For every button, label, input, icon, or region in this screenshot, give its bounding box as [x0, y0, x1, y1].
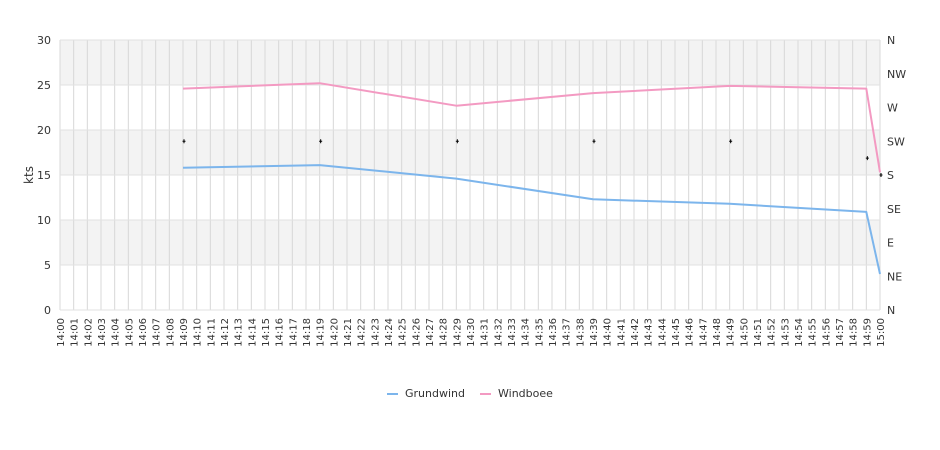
- legend-label-windboee[interactable]: Windboee: [498, 387, 553, 400]
- x-tick-label: 14:05: [124, 318, 135, 347]
- x-tick-label: 14:48: [712, 318, 723, 347]
- y-tick-label: 30: [37, 34, 51, 47]
- x-tick-label: 14:06: [138, 318, 149, 347]
- direction-tick-label: NE: [887, 270, 902, 283]
- x-axis-ticks: 14:00 14:01 14:02 14:03 14:04 14:05 14:06 14:07…: [56, 318, 887, 347]
- x-tick-label: 14:15: [261, 318, 272, 347]
- x-tick-label: 14:23: [370, 318, 381, 347]
- x-tick-label: 14:41: [616, 318, 627, 347]
- x-tick-label: 14:24: [384, 318, 395, 347]
- x-tick-label: 14:25: [398, 318, 409, 347]
- x-tick-label: 14:49: [726, 318, 737, 347]
- y-tick-label: 5: [44, 259, 51, 272]
- x-tick-label: 14:03: [97, 318, 108, 347]
- x-tick-label: 14:58: [849, 318, 860, 347]
- y-tick-label: 10: [37, 214, 51, 227]
- x-tick-label: 14:21: [343, 318, 354, 347]
- x-tick-label: 14:54: [794, 318, 805, 347]
- series-lines: [182, 82, 881, 275]
- x-tick-label: 14:53: [780, 318, 791, 347]
- x-tick-label: 14:16: [275, 318, 286, 347]
- direction-tick-label: SE: [887, 203, 901, 216]
- x-tick-label: 14:31: [480, 318, 491, 347]
- x-tick-label: 14:09: [179, 318, 190, 347]
- direction-tick-label: W: [887, 102, 898, 115]
- direction-tick-label: SW: [887, 135, 905, 148]
- x-tick-label: 14:12: [220, 318, 231, 347]
- x-tick-label: 14:38: [575, 318, 586, 347]
- x-tick-label: 15:00: [876, 318, 887, 347]
- direction-tick-label: S: [887, 169, 894, 182]
- x-tick-label: 14:59: [862, 318, 873, 347]
- x-tick-label: 14:42: [630, 318, 641, 347]
- x-tick-label: 14:55: [808, 318, 819, 347]
- y-tick-label: 15: [37, 169, 51, 182]
- x-tick-label: 14:46: [685, 318, 696, 347]
- x-tick-label: 14:47: [698, 318, 709, 347]
- direction-tick-label: E: [887, 237, 894, 250]
- x-tick-label: 14:37: [562, 318, 573, 347]
- series-line-windboee[interactable]: [182, 82, 881, 173]
- x-tick-label: 14:40: [603, 318, 614, 347]
- legend[interactable]: Grundwind Windboee: [387, 387, 553, 400]
- y-tick-label: 0: [44, 304, 51, 317]
- y-tick-label: 20: [37, 124, 51, 137]
- x-tick-label: 14:35: [534, 318, 545, 347]
- x-tick-label: 14:27: [425, 318, 436, 347]
- x-tick-label: 14:32: [493, 318, 504, 347]
- direction-tick-label: N: [887, 304, 895, 317]
- y-axis-ticks: 0 5 10 15 20 25 30: [37, 34, 51, 317]
- x-tick-label: 14:36: [548, 318, 559, 347]
- legend-label-grundwind[interactable]: Grundwind: [405, 387, 465, 400]
- direction-markers: [182, 139, 883, 177]
- x-tick-label: 14:08: [165, 318, 176, 347]
- x-tick-label: 14:57: [835, 318, 846, 347]
- x-tick-label: 14:18: [302, 318, 313, 347]
- y-axis-label: kts: [22, 166, 36, 184]
- direction-tick-label: NW: [887, 68, 906, 81]
- x-tick-label: 14:34: [521, 318, 532, 347]
- x-tick-label: 14:20: [329, 318, 340, 347]
- x-tick-label: 14:10: [193, 318, 204, 347]
- x-tick-label: 14:14: [247, 318, 258, 347]
- x-tick-label: 14:22: [357, 318, 368, 347]
- x-tick-label: 14:52: [767, 318, 778, 347]
- x-tick-label: 14:44: [657, 318, 668, 347]
- x-tick-label: 14:33: [507, 318, 518, 347]
- x-tick-label: 14:51: [753, 318, 764, 347]
- horizontal-gridlines: [60, 39, 880, 311]
- x-tick-label: 14:17: [288, 318, 299, 347]
- direction-axis-ticks: N NE E SE S SW W NW N: [887, 34, 906, 317]
- x-tick-label: 14:19: [316, 318, 327, 347]
- x-tick-label: 14:11: [206, 318, 217, 347]
- x-tick-label: 14:07: [152, 318, 163, 347]
- x-tick-label: 14:01: [70, 318, 81, 347]
- x-tick-label: 14:56: [821, 318, 832, 347]
- x-tick-label: 14:45: [671, 318, 682, 347]
- x-tick-label: 14:00: [56, 318, 67, 347]
- x-tick-label: 14:43: [644, 318, 655, 347]
- x-tick-label: 14:26: [411, 318, 422, 347]
- x-tick-label: 14:50: [739, 318, 750, 347]
- x-tick-label: 14:04: [111, 318, 122, 347]
- series-line-grundwind[interactable]: [182, 164, 881, 275]
- x-tick-label: 14:28: [439, 318, 450, 347]
- x-tick-label: 14:30: [466, 318, 477, 347]
- x-tick-label: 14:13: [234, 318, 245, 347]
- y-tick-label: 25: [37, 79, 51, 92]
- x-tick-label: 14:39: [589, 318, 600, 347]
- direction-tick-label: N: [887, 34, 895, 47]
- x-tick-label: 14:02: [83, 318, 94, 347]
- x-tick-label: 14:29: [452, 318, 463, 347]
